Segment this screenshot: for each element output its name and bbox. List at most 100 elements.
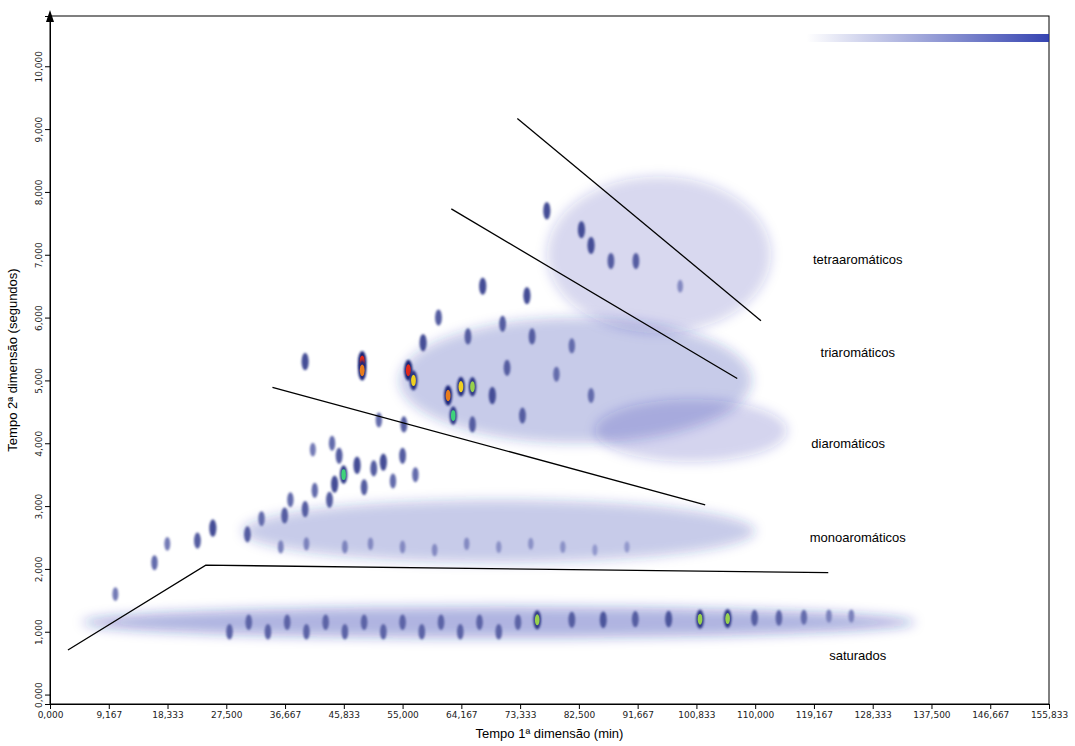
peak [608,253,615,269]
y-tick-label: 8,000 [34,179,44,205]
x-tick: 137,500 [913,704,950,720]
peak [489,387,496,404]
peak [529,328,536,344]
peak [358,360,366,380]
column-bleed [806,34,1049,42]
y-tick-label: 2,000 [34,556,44,582]
peak [600,611,607,628]
x-tick-mark [696,704,697,709]
x-tick-label: 119,167 [796,710,833,720]
peak [258,511,264,526]
peak [209,519,216,536]
peak [419,624,426,640]
peak [302,501,309,517]
peak [312,483,318,498]
y-tick: 0,000 [34,682,50,708]
x-tick-mark [285,704,286,709]
y-tick-mark [45,66,50,67]
boundary-line [272,387,705,504]
y-tick: 10,000 [34,51,50,83]
peak [336,448,343,464]
peak [578,221,585,238]
peak [370,460,377,476]
peak [665,611,672,628]
x-tick-mark [814,704,815,709]
peak [400,416,407,432]
x-tick: 155,833 [1031,704,1068,720]
y-tick: 1,000 [34,619,50,645]
x-tick: 45,833 [329,704,361,720]
x-tick-mark [873,704,874,709]
peak [848,609,854,622]
peak [390,473,396,488]
x-tick-label: 64,167 [446,710,478,720]
x-tick-label: 91,667 [622,710,654,720]
x-tick-label: 110,000 [737,710,774,720]
peak [588,388,594,403]
peak [284,615,291,631]
x-tick: 110,000 [737,704,774,720]
x-tick: 64,167 [446,704,478,720]
peak-core [411,375,416,386]
x-tick-label: 137,500 [913,710,950,720]
peak [624,541,629,552]
x-tick: 55,000 [387,704,419,720]
x-tick-mark [168,704,169,709]
peak [633,253,640,269]
peak [278,540,284,553]
peak [435,309,442,325]
x-tick: 27,500 [211,704,243,720]
peak [469,377,477,396]
peak [469,416,476,432]
peak [342,540,348,553]
peak [265,624,272,640]
peak-core [470,381,475,392]
region-label: tetraaromáticos [813,252,903,267]
y-tick-label: 6,000 [34,305,44,331]
peak-core [446,390,451,402]
y-tick-label: 0,000 [34,682,44,708]
peak [801,610,807,625]
x-tick-label: 0,000 [38,710,64,720]
peak-core [535,614,540,625]
peak [533,610,541,629]
x-tick-mark [990,704,991,709]
y-tick-label: 7,000 [34,242,44,268]
peak [340,465,348,484]
peak-core [360,365,365,377]
peak [464,537,470,550]
region-label: diaromáticos [811,436,885,451]
x-tick-mark [638,704,639,709]
peak [399,448,406,464]
y-tick-mark [45,380,50,381]
x-tick: 100,833 [678,704,715,720]
peak [194,533,201,549]
x-axis: 0,0009,16718,33327,50036,66745,83355,000… [38,704,1068,720]
peak [479,277,486,294]
peak [553,367,559,382]
peak [329,436,335,451]
y-tick: 7,000 [34,242,50,268]
peak [523,287,530,304]
x-tick: 146,667 [972,704,1009,720]
x-tick-mark [109,704,110,709]
y-tick-label: 9,000 [34,116,44,142]
peak [112,587,118,601]
peak [476,615,483,631]
y-tick: 6,000 [34,305,50,331]
boundary-line [517,118,761,320]
peak [380,624,387,640]
peak [353,457,360,474]
region-label: monoaromáticos [810,530,907,545]
y-tick: 5,000 [34,368,50,394]
peak [409,371,417,391]
peak-core [341,469,346,480]
peak-core [459,381,464,392]
peak [412,467,418,482]
peak-core [698,614,703,625]
peak [587,237,594,254]
x-tick: 119,167 [796,704,833,720]
x-tick: 73,333 [505,704,537,720]
x-tick-mark [403,704,404,709]
x-tick: 91,667 [622,704,654,720]
